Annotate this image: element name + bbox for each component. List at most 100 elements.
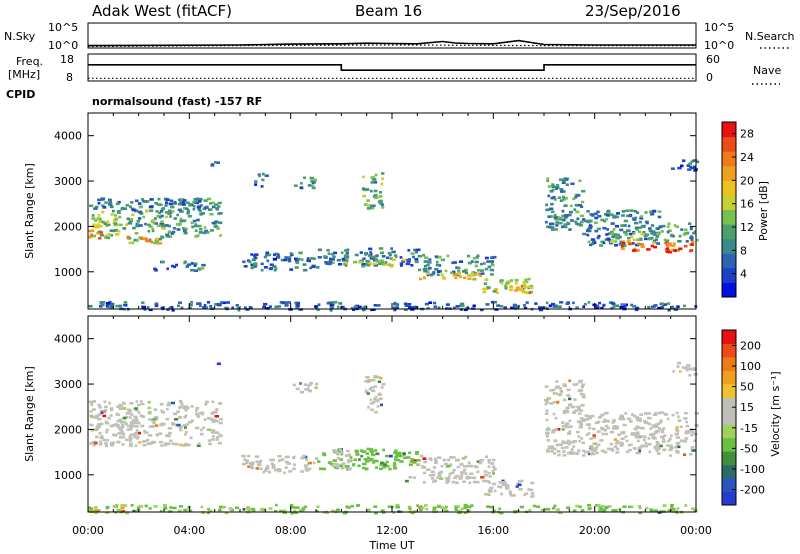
nave-tick-bottom: 0 — [706, 71, 713, 84]
freq-tick-top: 18 — [60, 53, 74, 66]
colorbar-segment — [722, 397, 736, 412]
cpid-label: CPID — [6, 88, 35, 101]
freq-series-frequency — [88, 64, 696, 71]
echo-region-21 — [620, 240, 695, 254]
freq-panel-frame — [87, 53, 697, 82]
y-tick-label-2: 3000 — [54, 378, 82, 391]
colorbar-tick-label-4: 20 — [740, 174, 754, 187]
station-title: Adak West (fitACF) — [92, 2, 232, 20]
velocity-ylabel: Slant Range [km] — [23, 366, 36, 462]
velocity-heatmap — [88, 361, 700, 515]
colorbar-segment — [722, 491, 736, 506]
noise-panel-frame — [87, 22, 697, 49]
colorbar-tick-label-6: 28 — [740, 128, 754, 141]
echo-region-13 — [88, 503, 698, 515]
time-axis-ticks: 00:00 04:00 08:00 12:00 16:00 20:00 00:00 — [72, 524, 712, 537]
echo-region-18 — [545, 177, 586, 231]
colorbar-tick-label-4: -15 — [740, 422, 758, 435]
echo-region-3 — [331, 448, 352, 471]
beam-title: Beam 16 — [355, 2, 422, 20]
colorbar-segment — [722, 238, 736, 254]
power-heatmap — [88, 159, 700, 312]
echo-region-1 — [241, 454, 319, 475]
colorbar-segment — [722, 343, 736, 358]
echo-region-16 — [509, 284, 534, 294]
echo-region-10 — [242, 251, 320, 272]
freq-label: Freq. — [16, 55, 43, 68]
y-tick-label-0: 1000 — [54, 469, 82, 482]
colorbar-segment — [722, 267, 736, 283]
colorbar-segment — [722, 437, 736, 452]
colorbar-segment — [722, 180, 736, 196]
echo-region-17 — [361, 172, 385, 210]
freq-units-label: [MHz] — [8, 68, 40, 81]
velocity-axes: 1000 2000 3000 4000 — [54, 316, 697, 512]
colorbar-tick-label-2: 12 — [740, 221, 754, 234]
colorbar-segment — [722, 253, 736, 269]
noise-series-nsky — [87, 39, 696, 47]
echo-region-7 — [210, 161, 220, 167]
colorbar-tick-label-6: -100 — [740, 463, 765, 476]
colorbar-tick-label-1: 8 — [740, 244, 747, 257]
power-axes: 1000 2000 3000 4000 — [54, 113, 697, 309]
echo-region-5 — [89, 197, 202, 213]
colorbar-tick-label-3: 16 — [740, 198, 754, 211]
echo-region-24 — [88, 300, 698, 312]
x-tick-label-3: 12:00 — [376, 524, 408, 537]
x-tick-label-0: 00:00 — [72, 524, 104, 537]
nave-label: Nave — [753, 64, 781, 77]
echo-region-1 — [126, 208, 173, 245]
colorbar-tick-label-0: 200 — [740, 339, 761, 352]
echo-region-0 — [88, 399, 223, 448]
noise-right-tick-bottom: 10^0 — [704, 39, 734, 52]
colorbar-segment — [722, 370, 736, 385]
colorbar-segment — [722, 122, 736, 138]
colorbar-segment — [722, 282, 736, 298]
power-colorbar: 4 8 12 16 20 24 28 — [721, 121, 754, 298]
colorbar-tick-label-5: 24 — [740, 151, 754, 164]
noise-left-tick-bottom: 10^0 — [48, 39, 78, 52]
echo-region-13 — [417, 253, 497, 277]
colorbar-tick-label-0: 4 — [740, 268, 747, 281]
echo-region-8 — [254, 172, 269, 188]
colorbar-segment — [722, 224, 736, 240]
colorbar-tick-label-2: 50 — [740, 381, 754, 394]
colorbar-segment — [722, 151, 736, 167]
colorbar-segment — [722, 209, 736, 225]
echo-region-5 — [404, 475, 480, 485]
y-tick-label-2: 3000 — [54, 175, 82, 188]
noise-series-nsearch — [87, 44, 696, 48]
x-tick-label-1: 04:00 — [173, 524, 205, 537]
echo-region-9 — [544, 411, 700, 457]
echo-region-3 — [88, 229, 104, 240]
echo-region-12 — [345, 258, 406, 268]
freq-tick-bottom: 8 — [66, 71, 73, 84]
colorbar-segment — [722, 194, 736, 210]
velocity-colorbar: 200 100 50 15 -15 -50 -100 -200 — [721, 329, 765, 506]
y-tick-label-3: 4000 — [54, 130, 82, 143]
colorbar-segment — [722, 478, 736, 493]
x-tick-label-5: 20:00 — [579, 524, 611, 537]
x-tick-label-6: 00:00 — [680, 524, 712, 537]
echo-region-6 — [153, 260, 206, 272]
echo-region-9 — [294, 176, 318, 190]
y-tick-label-3: 4000 — [54, 333, 82, 346]
x-tick-label-4: 16:00 — [477, 524, 509, 537]
echo-region-23 — [670, 159, 700, 173]
colorbar-tick-label-5: -50 — [740, 442, 758, 455]
power-ylabel: Slant Range [km] — [23, 163, 36, 259]
colorbar-tick-label-1: 100 — [740, 360, 761, 373]
colorbar-tick-label-3: 15 — [740, 401, 754, 414]
cpid-text: normalsound (fast) -157 RF — [92, 95, 262, 108]
velocity-colorbar-label: Velocity [m s⁻¹] — [769, 371, 782, 456]
echo-region-0 — [91, 210, 128, 240]
y-tick-label-1: 2000 — [54, 220, 82, 233]
noise-left-tick-top: 10^5 — [48, 21, 78, 34]
nsky-label: N.Sky — [4, 30, 36, 43]
echo-region-10 — [544, 379, 586, 414]
colorbar-segment — [722, 165, 736, 181]
echo-region-22 — [658, 222, 699, 243]
nave-tick-top: 60 — [706, 53, 720, 66]
colorbar-segment — [722, 464, 736, 479]
colorbar-segment — [722, 424, 736, 439]
